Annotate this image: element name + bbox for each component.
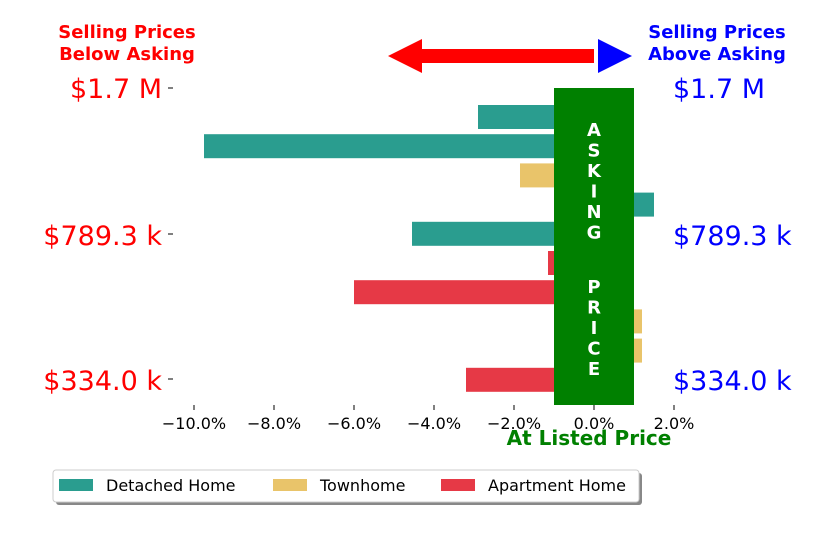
price-label-left-top: $1.7 M [70,74,162,105]
legend-items: Detached Home Townhome Apartment Home [59,476,626,495]
x-axis-label: At Listed Price [507,426,672,450]
asking-letter-1: A [587,120,601,141]
legend-swatch-1 [59,479,93,491]
legend-box [52,469,640,503]
asking-letter-11: C [587,339,600,360]
price-label-right-bottom: $334.0 k [673,366,792,397]
legend-label-3: Apartment Home [488,476,626,495]
price-label-right-middle: $789.3 k [673,221,792,252]
price-label-left-middle: $789.3 k [43,221,162,252]
asking-letter-9: R [587,298,601,319]
header-below-line-1: Selling Prices [58,22,195,43]
xtick-label-2: −8.0% [247,414,301,433]
asking-letter-6: G [587,223,602,244]
xtick-label-4: −4.0% [407,414,461,433]
asking-letter-10: I [591,318,598,339]
asking-letter-2: S [588,141,601,162]
header-above-line-1: Selling Prices [648,22,785,43]
legend: Detached Home Townhome Apartment Home [52,469,642,505]
asking-letter-4: I [591,182,598,203]
xtick-label-6: 0.0% [574,414,615,433]
xtick-label-3: −6.0% [327,414,381,433]
asking-band-rect [554,88,634,405]
direction-arrow [388,39,632,73]
xtick-label-7: 2.0% [654,414,695,433]
xtick-label-5: −2.0% [487,414,541,433]
legend-label-1: Detached Home [106,476,236,495]
header-above-line-2: Above Asking [648,44,786,65]
bar-2 [204,134,594,159]
price-label-right-top: $1.7 M [673,74,765,105]
asking-letter-12: E [588,359,600,380]
legend-swatch-2 [273,479,307,491]
header-below-line-2: Below Asking [59,44,195,65]
legend-label-2: Townhome [319,476,405,495]
price-label-left-bottom: $334.0 k [43,366,162,397]
arrow-left-head [388,39,422,73]
asking-letter-5: N [586,202,601,223]
asking-letter-3: K [587,161,602,182]
xtick-label-1: −10.0% [162,414,226,433]
asking-letter-8: P [587,277,600,298]
arrow-left-shaft [420,49,594,63]
legend-swatch-3 [441,479,475,491]
arrow-right-head [598,39,632,73]
x-axis-ticks: −10.0% −8.0% −6.0% −4.0% −2.0% 0.0% 2.0% [162,405,694,433]
